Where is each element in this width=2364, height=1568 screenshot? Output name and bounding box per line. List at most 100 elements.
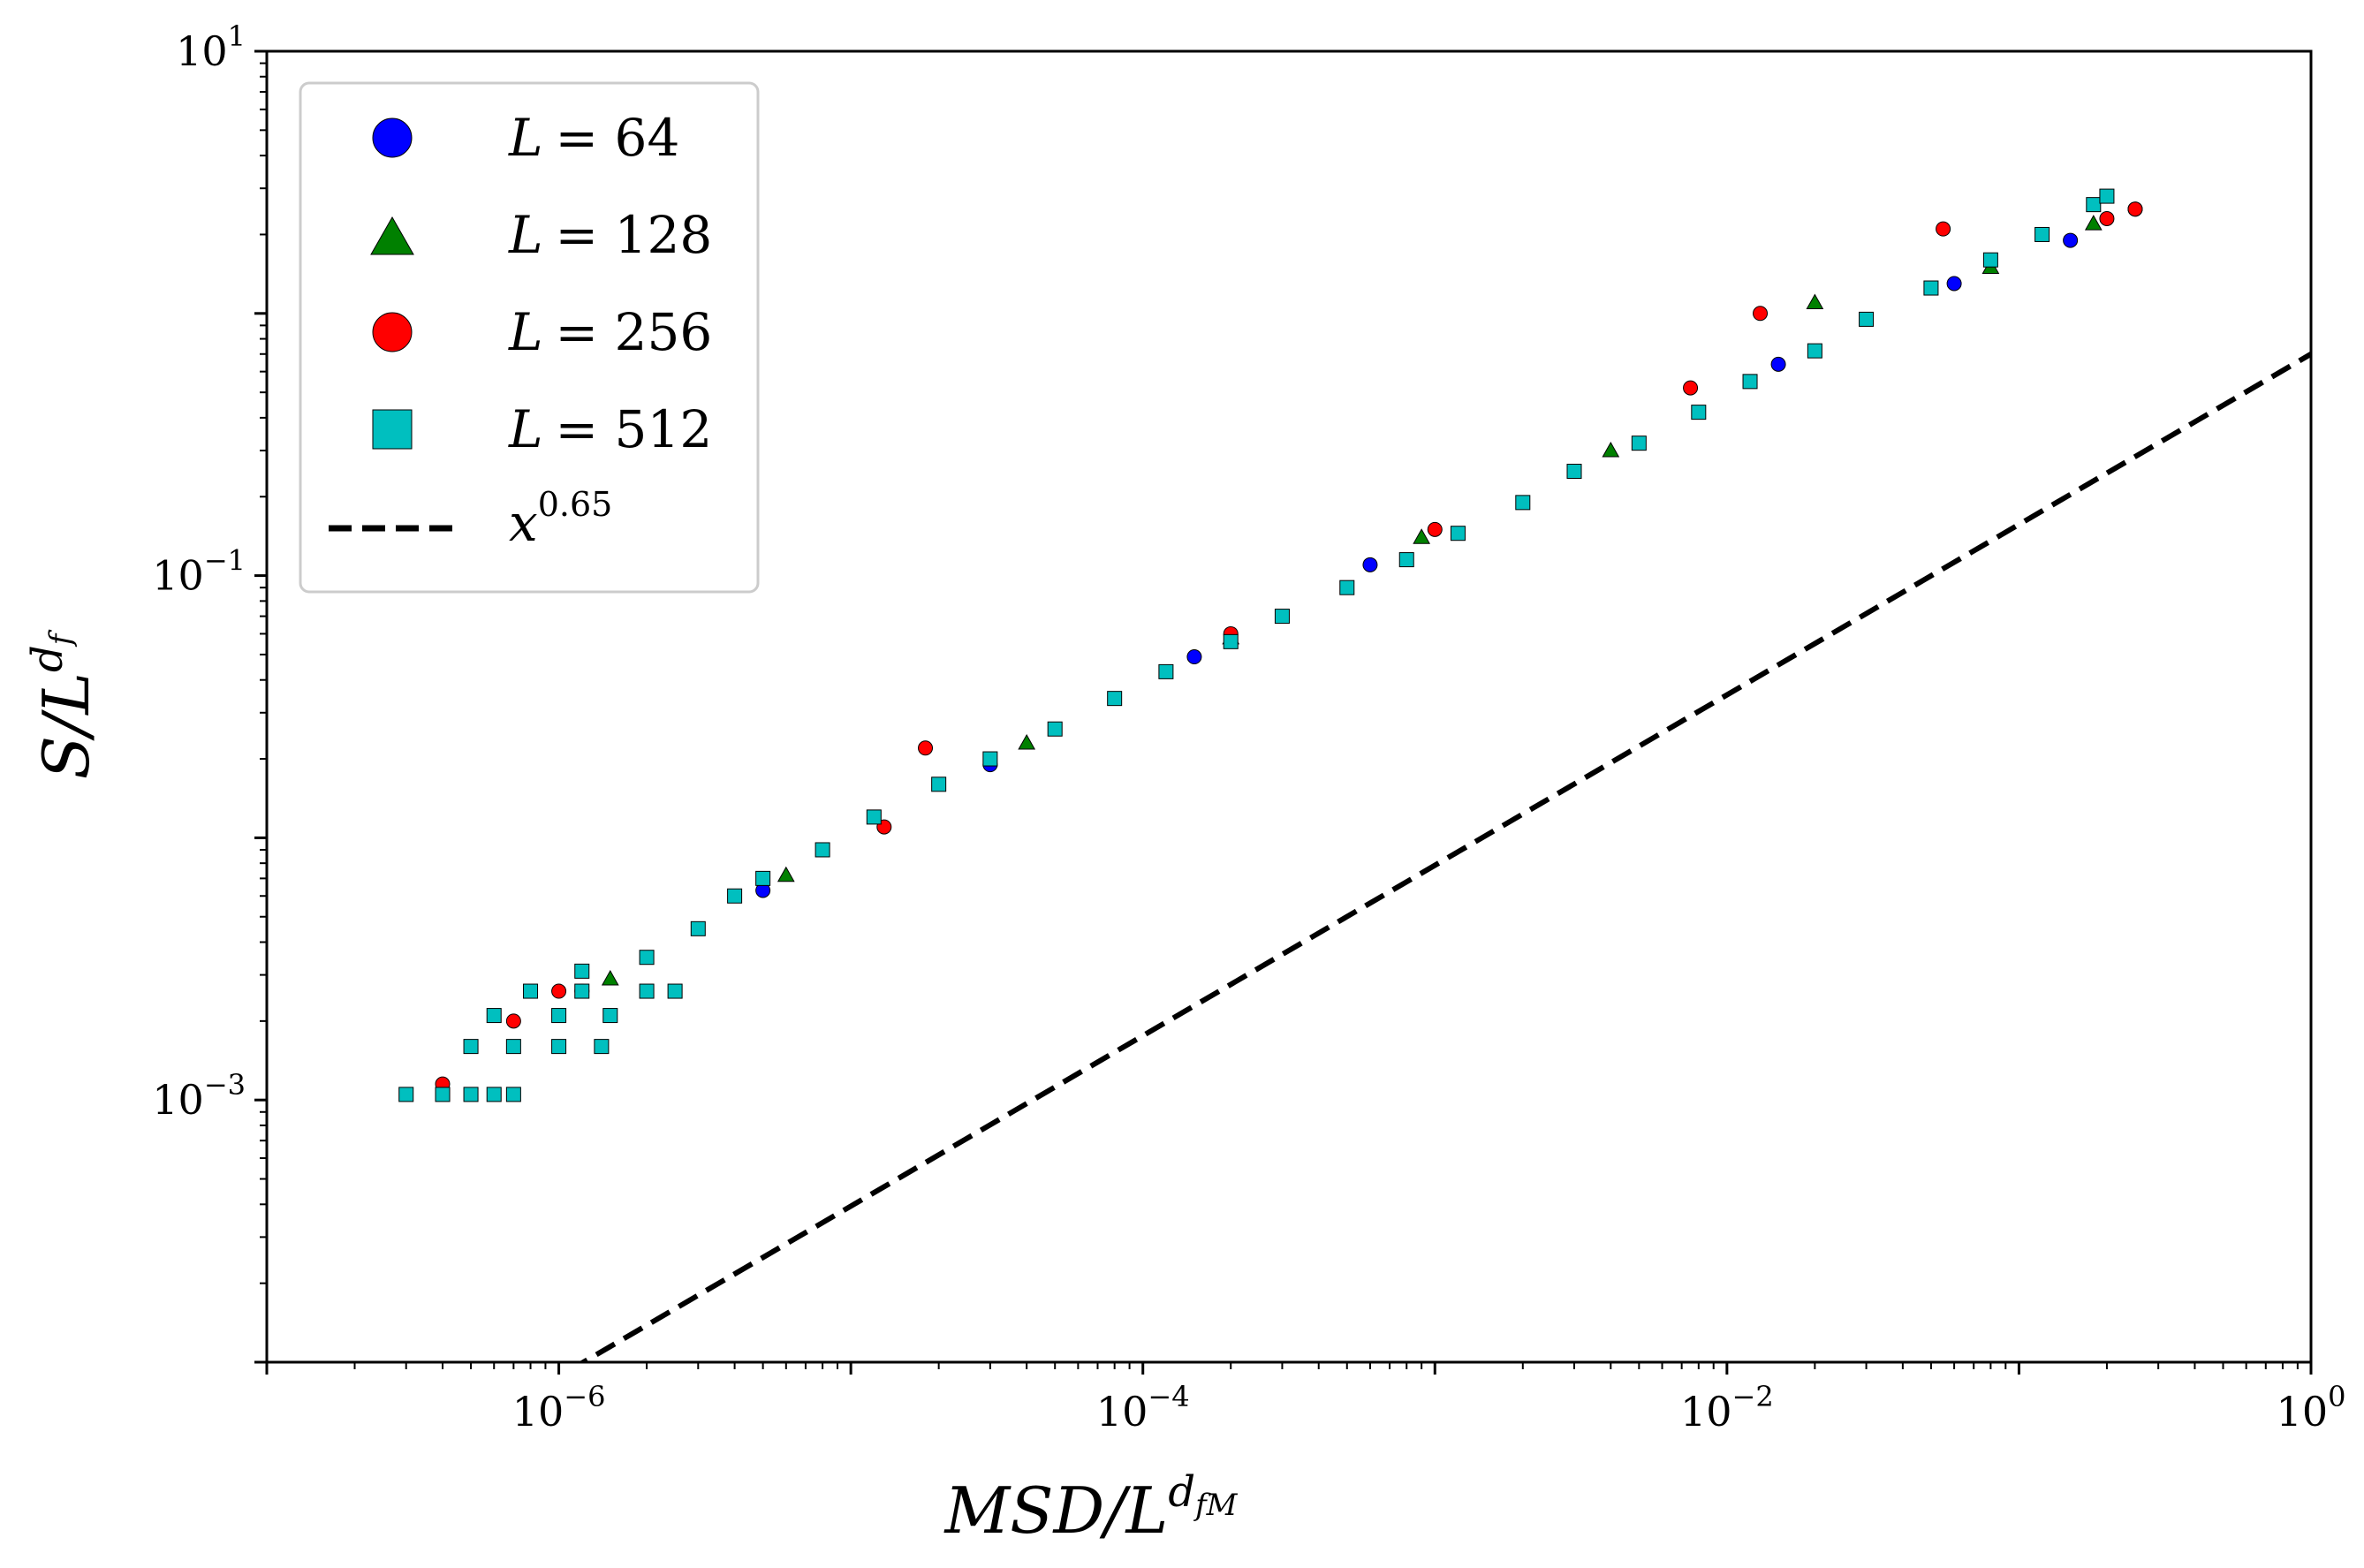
legend-marker-triangle-green: [370, 216, 414, 255]
x-axis-title-sup: d: [1168, 1467, 1195, 1517]
legend-label-l128-var: L: [508, 205, 543, 265]
data-point: [667, 983, 683, 999]
data-point: [551, 983, 567, 999]
legend-entry-l64: L = 64: [372, 108, 679, 168]
data-point: [931, 776, 947, 792]
data-point: [1683, 380, 1699, 396]
legend-entry-l512: L = 512: [372, 399, 712, 459]
data-points-layer: [398, 188, 2143, 1102]
data-point: [1427, 521, 1443, 537]
legend-label-l512-value: = 512: [556, 399, 713, 459]
data-point: [1946, 276, 1962, 292]
legend: L = 64 L = 128 L = 256 L = 512 x0.65: [299, 81, 760, 594]
data-point: [1362, 557, 1378, 572]
svg-text:L= 256: L = 256: [508, 302, 712, 362]
data-point: [982, 751, 998, 767]
plot-frame: [265, 49, 2313, 1364]
data-point: [1413, 528, 1431, 544]
data-point: [777, 866, 795, 882]
y-tick-label: 10−3: [152, 1068, 246, 1124]
data-point: [1047, 721, 1063, 737]
series-l-512: [398, 188, 2115, 1102]
reference-line-layer: [578, 352, 2311, 1362]
data-point: [2034, 226, 2050, 242]
legend-label-power-law-var: x: [509, 493, 538, 553]
series-l-128: [601, 215, 2103, 986]
data-point: [1566, 463, 1582, 479]
data-point: [1691, 405, 1707, 420]
data-point: [866, 809, 882, 825]
data-point: [1859, 311, 1875, 327]
data-point: [727, 888, 743, 904]
data-point: [1107, 691, 1123, 707]
data-point: [1806, 293, 1824, 310]
x-tick-label: 100: [2277, 1380, 2346, 1435]
data-point: [505, 1013, 521, 1029]
legend-marker-circle-blue: [372, 117, 413, 158]
data-point: [1223, 633, 1239, 649]
legend-box: [299, 81, 760, 594]
svg-text:L= 128: L = 128: [508, 205, 712, 265]
data-point: [1450, 526, 1466, 542]
x-tick-label: 10−4: [1096, 1380, 1190, 1435]
data-point: [1186, 649, 1202, 665]
data-point: [1807, 343, 1822, 359]
svg-text:L= 64: L = 64: [508, 108, 679, 168]
data-point: [435, 1087, 451, 1102]
x-tick-label: 10−6: [512, 1380, 606, 1435]
svg-text:L= 512: L = 512: [508, 399, 712, 459]
data-point: [2099, 210, 2115, 226]
data-point: [690, 920, 706, 936]
legend-label-l128-value: = 128: [556, 205, 713, 265]
data-point: [1631, 436, 1647, 451]
data-point: [574, 983, 590, 999]
data-point: [1339, 579, 1355, 595]
data-point: [463, 1087, 479, 1102]
data-point: [523, 983, 539, 999]
data-point: [601, 969, 619, 986]
legend-label-l256-value: = 256: [556, 302, 713, 362]
data-point: [2086, 197, 2102, 213]
legend-marker-square-cyan: [372, 409, 413, 450]
data-point: [505, 1039, 521, 1055]
data-point: [1398, 552, 1414, 568]
data-point: [1742, 374, 1758, 390]
y-axis-title-base: S/L: [29, 672, 103, 779]
x-axis-title-sup-sub: fM: [1193, 1488, 1239, 1523]
power-law-reference-line: [578, 352, 2311, 1362]
y-tick-label: 10−1: [152, 544, 246, 600]
data-point: [2127, 201, 2143, 217]
data-point: [574, 963, 590, 979]
y-axis-title-sup-sub: f: [43, 629, 79, 648]
data-point: [398, 1087, 414, 1102]
data-point: [486, 1008, 502, 1024]
data-point: [2063, 232, 2079, 248]
legend-label-l64-var: L: [508, 108, 543, 168]
data-point: [639, 983, 655, 999]
data-point: [1770, 356, 1786, 372]
data-point: [602, 1008, 618, 1024]
data-point: [1982, 252, 1998, 268]
data-point: [639, 950, 655, 966]
data-point: [755, 870, 771, 886]
svg-text:x0.65: x0.65: [509, 485, 612, 553]
data-point: [1515, 495, 1531, 511]
axis-ticks-layer: 10−6 10−4 10−2 100 10−3 10−1 101: [152, 19, 2345, 1435]
series-l-64: [574, 201, 2143, 999]
data-point: [815, 842, 830, 858]
data-point: [1923, 280, 1939, 296]
data-point: [1274, 609, 1290, 625]
data-point: [505, 1087, 521, 1102]
data-point: [486, 1087, 502, 1102]
data-point: [2099, 188, 2115, 204]
legend-label-l64-value: = 64: [556, 108, 680, 168]
data-point: [1602, 441, 1620, 458]
data-point: [1936, 221, 1951, 237]
data-point: [1753, 306, 1769, 322]
legend-entry-power-law: x0.65: [329, 485, 612, 553]
data-point: [594, 1039, 610, 1055]
data-point: [1018, 734, 1036, 750]
legend-label-l256-var: L: [508, 302, 543, 362]
data-point: [551, 1039, 567, 1055]
